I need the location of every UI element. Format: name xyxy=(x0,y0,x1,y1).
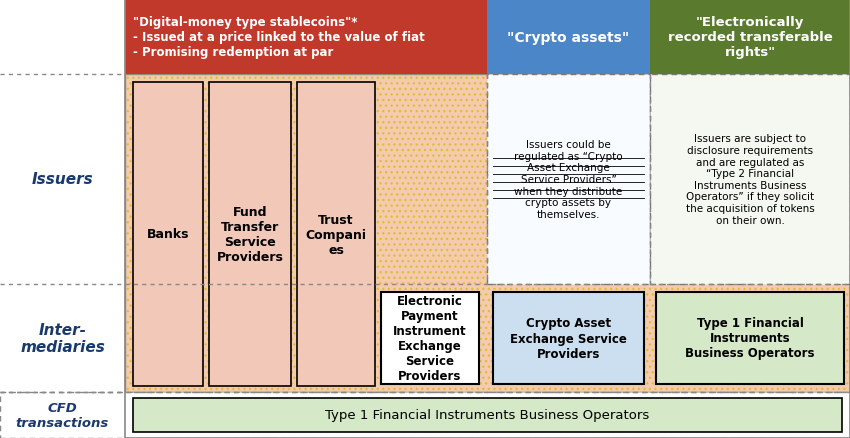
Bar xyxy=(487,75,650,284)
Text: Fund
Transfer
Service
Providers: Fund Transfer Service Providers xyxy=(217,205,283,263)
Text: "Electronically
recorded transferable
rights": "Electronically recorded transferable ri… xyxy=(667,16,832,59)
Text: Inter-
mediaries: Inter- mediaries xyxy=(20,322,105,354)
Bar xyxy=(381,292,479,384)
Bar xyxy=(493,292,644,384)
Bar xyxy=(297,83,375,386)
Text: Issuers could be
regulated as “Crypto
Asset Exchange
Service Providers”
when the: Issuers could be regulated as “Crypto As… xyxy=(514,140,623,219)
Text: "Crypto assets": "Crypto assets" xyxy=(507,30,630,44)
Text: Type 1 Financial
Instruments
Business Operators: Type 1 Financial Instruments Business Op… xyxy=(685,317,815,360)
Bar xyxy=(0,392,850,438)
Bar xyxy=(656,292,844,384)
Bar xyxy=(125,0,487,75)
Text: Banks: Banks xyxy=(147,228,190,241)
Text: Crypto Asset
Exchange Service
Providers: Crypto Asset Exchange Service Providers xyxy=(510,317,627,360)
Text: CFD
transactions: CFD transactions xyxy=(16,401,109,429)
Bar xyxy=(650,0,850,75)
Bar xyxy=(650,75,850,284)
Bar xyxy=(125,75,850,392)
Bar xyxy=(125,0,850,438)
Text: Type 1 Financial Instruments Business Operators: Type 1 Financial Instruments Business Op… xyxy=(326,409,649,421)
Text: Trust
Compani
es: Trust Compani es xyxy=(305,213,366,256)
Text: Electronic
Payment
Instrument
Exchange
Service
Providers: Electronic Payment Instrument Exchange S… xyxy=(394,294,467,382)
Bar xyxy=(0,0,125,438)
Text: "Digital-money type stablecoins"*
- Issued at a price linked to the value of fia: "Digital-money type stablecoins"* - Issu… xyxy=(133,16,425,59)
Bar xyxy=(133,398,842,432)
Bar xyxy=(133,83,203,386)
Text: Issuers are subject to
disclosure requirements
and are regulated as
“Type 2 Fina: Issuers are subject to disclosure requir… xyxy=(686,134,814,225)
Bar xyxy=(125,75,850,392)
Bar xyxy=(209,83,291,386)
Text: Issuers: Issuers xyxy=(31,172,94,187)
Bar xyxy=(487,0,650,75)
